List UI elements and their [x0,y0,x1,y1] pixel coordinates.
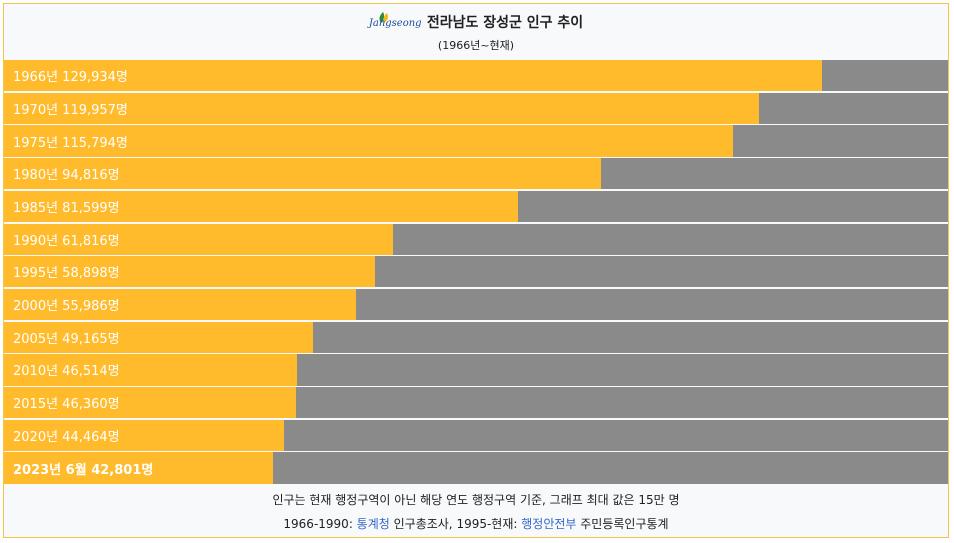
bar-fill [4,223,394,255]
bar-chart-area: 1966년 129,934명 1970년 119,957명 1975년 115,79… [4,60,948,485]
bar-label: 2000년 55,986명 [13,299,120,315]
bar-label: 1980년 94,816명 [13,168,120,184]
source-mid: 인구총조사, 1995-현재: [389,517,522,531]
bar-fill [4,419,284,451]
jangseong-logo: Jangseong [368,10,422,34]
bar-fill [4,158,601,190]
chart-footer: 인구는 현재 행정구역이 아닌 해당 연도 행정구역 기준, 그래프 최대 값은… [4,485,948,537]
logo-text: Jangseong [368,18,422,29]
bar-label: 1985년 81,599명 [13,200,120,216]
bar-fill [4,354,297,386]
statistics-korea-link[interactable]: 통계청 [356,517,390,531]
bar-label: 2020년 44,464명 [13,429,120,445]
source-suffix: 주민등록인구통계 [576,517,669,531]
bar-row: 1985년 81,599명 [4,190,948,223]
logo-leaf-icon [379,12,388,23]
bar-fill [4,387,296,419]
bar-fill [4,92,759,124]
bar-row: 1980년 94,816명 [4,158,948,190]
source-prefix: 1966-1990: [283,517,357,531]
bar-row: 2015년 46,360명 [4,387,948,419]
bar-row: 2000년 55,986명 [4,288,948,321]
bar-fill [4,452,274,484]
bar-fill [4,256,375,288]
bar-label: 2023년 6월 42,801명 [13,462,154,478]
bar-label: 1975년 115,794명 [13,135,128,151]
title-row: Jangseong 전라남도 장성군 인구 추이 [4,10,948,34]
chart-subtitle: (1966년~현재) [437,39,515,52]
bar-row: 2020년 44,464명 [4,419,948,451]
bar-label: 2005년 49,165명 [13,331,120,347]
bar-row: 2010년 46,514명 [4,354,948,386]
bar-fill [4,60,822,92]
bar-row: 1966년 129,934명 [4,60,948,92]
bar-label: 2015년 46,360명 [13,397,120,413]
bar-fill [4,288,357,321]
bar-fill [4,190,518,223]
bar-fill [4,321,314,353]
ministry-link[interactable]: 행정안전부 [521,517,577,531]
chart-header: Jangseong 전라남도 장성군 인구 추이 (1966년~현재) [4,4,948,60]
footer-source: 1966-1990: 통계청 인구총조사, 1995-현재: 행정안전부 주민등… [4,515,948,532]
bar-label: 1966년 129,934명 [13,70,128,86]
bar-row: 1970년 119,957명 [4,92,948,124]
bar-row: 1990년 61,816명 [4,223,948,255]
bar-label: 2010년 46,514명 [13,364,120,380]
bar-label: 1970년 119,957명 [13,102,128,118]
footer-note: 인구는 현재 행정구역이 아닌 해당 연도 행정구역 기준, 그래프 최대 값은… [272,493,680,507]
bar-fill [4,125,733,157]
bar-row: 1975년 115,794명 [4,125,948,157]
chart-frame: Jangseong 전라남도 장성군 인구 추이 (1966년~현재) 1966… [3,3,949,538]
chart-title: 전라남도 장성군 인구 추이 [426,15,584,31]
bar-row: 2005년 49,165명 [4,321,948,353]
bar-label: 1995년 58,898명 [13,266,120,282]
bar-row: 1995년 58,898명 [4,256,948,288]
bar-label: 1990년 61,816명 [13,233,120,249]
bar-row: 2023년 6월 42,801명 [4,452,948,484]
